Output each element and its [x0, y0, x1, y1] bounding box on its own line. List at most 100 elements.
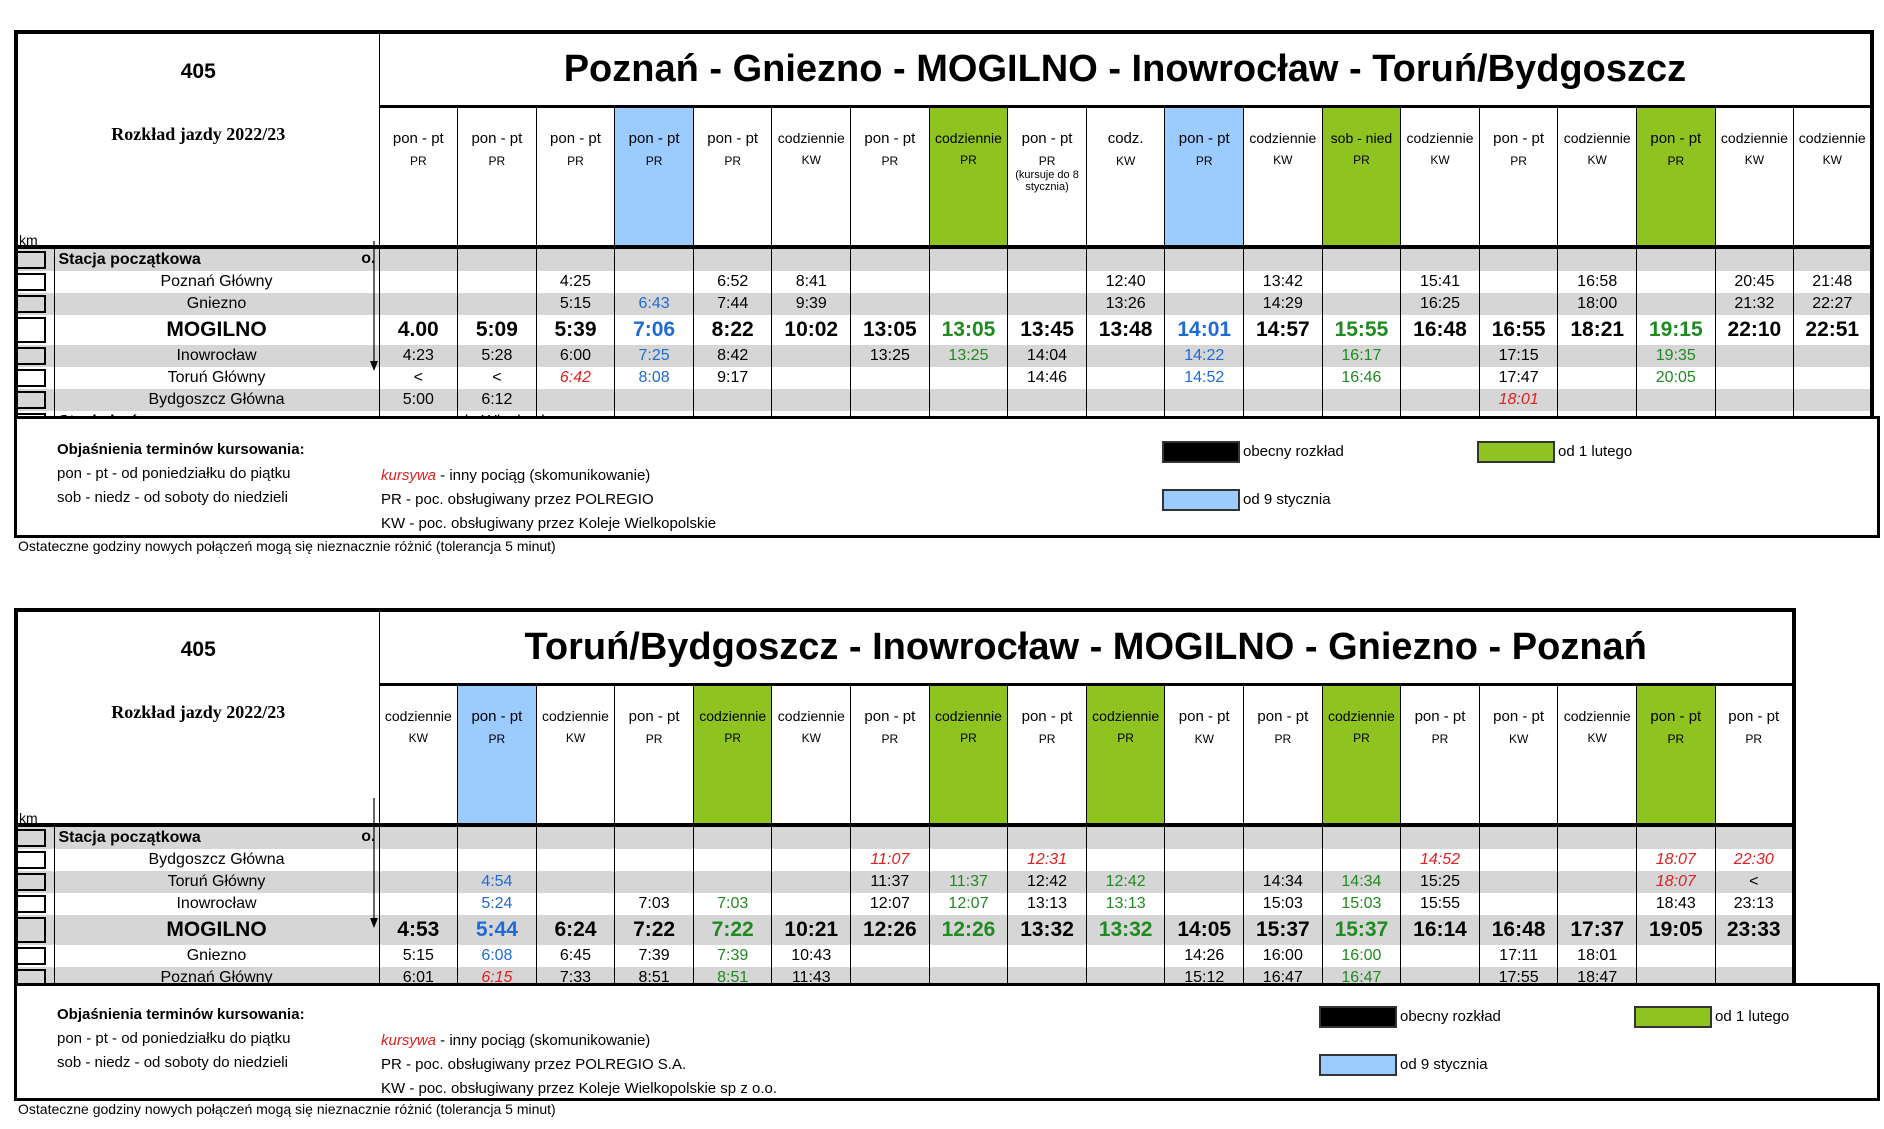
time-cell	[1557, 345, 1637, 367]
time-cell	[535, 825, 616, 849]
time-cell: 7:22	[614, 915, 694, 945]
time-cell	[1164, 893, 1245, 915]
km-cell	[16, 293, 55, 315]
time-cell: 13:32	[1085, 915, 1166, 945]
train-days: codziennie	[934, 130, 1002, 146]
train-days: codziennie	[777, 130, 845, 146]
header-label-cell: 405 Rozkład jazdy 2022/23 km	[16, 610, 380, 827]
time-cell	[378, 893, 459, 915]
station-row: Toruń Główny < <6:42 8:08 9:17 14:46 14:52 16:4…	[16, 367, 1873, 389]
time-cell	[378, 271, 459, 293]
time-cell: 6:42	[535, 367, 616, 389]
time-cell	[614, 247, 694, 271]
time-cell: 19:15	[1636, 315, 1716, 345]
time-cell	[1085, 345, 1166, 367]
train-operator: PR	[881, 154, 899, 168]
time-cell: 16:17	[1321, 345, 1402, 367]
km-cell	[16, 271, 55, 293]
train-column-header: pon - pt PR	[614, 684, 694, 827]
train-operator: KW	[1430, 152, 1450, 167]
station-name: Inowrocław	[53, 345, 380, 367]
time-cell	[928, 367, 1009, 389]
time-cell: 14:22	[1164, 345, 1245, 367]
time-cell: 14:04	[1007, 345, 1087, 367]
time-cell: 20:05	[1636, 367, 1716, 389]
station-row: MOGILNO 4:53 5:44 6:24 7:22 7:22 10:21 12:26 12:…	[16, 915, 1795, 945]
time-cell: 16:14	[1400, 915, 1480, 945]
swatch-jan	[1162, 489, 1240, 511]
time-cell	[1007, 825, 1087, 849]
time-cell	[1007, 293, 1087, 315]
legend-pr: PR - poc. obsługiwany przez POLREGIO	[381, 491, 654, 508]
train-column-header: pon - pt KW	[1478, 684, 1559, 827]
train-operator: KW	[1744, 152, 1765, 167]
time-cell: 5:44	[457, 915, 537, 945]
time-cell	[1478, 247, 1559, 271]
time-cell	[1164, 871, 1245, 893]
swatch-current	[1319, 1006, 1397, 1028]
train-days: pon - pt	[1021, 130, 1073, 147]
time-cell: 10:43	[771, 945, 852, 967]
time-cell: 12:07	[928, 893, 1009, 915]
train-operator: PR	[488, 154, 506, 168]
train-operator: PR	[409, 154, 427, 168]
time-cell: 17:37	[1557, 915, 1637, 945]
legend-kw: KW - poc. obsługiwany przez Koleje Wielk…	[381, 1080, 778, 1097]
legend-weekend: sob - niedz - od soboty do niedzieli	[57, 489, 288, 506]
train-operator: PR	[488, 732, 506, 746]
time-cell	[1636, 271, 1716, 293]
time-cell: 12:26	[850, 915, 930, 945]
train-column-header: sob - nied PR	[1321, 106, 1402, 249]
legend-panel: Objaśnienia terminów kursowania: pon - p…	[14, 983, 1880, 1101]
station-row: Toruń Główny 4:54 11:37 11:37 12:42 12:42 14:3…	[16, 871, 1795, 893]
time-cell: 15:25	[1400, 871, 1480, 893]
time-cell: 8:41	[771, 271, 852, 293]
time-cell	[928, 945, 1009, 967]
time-cell: 19:05	[1636, 915, 1716, 945]
time-cell	[1400, 389, 1480, 411]
legend-weekend: sob - niedz - od soboty do niedzieli	[57, 1054, 288, 1071]
time-cell: 15:37	[1243, 915, 1323, 945]
time-cell	[1164, 293, 1245, 315]
time-cell: 14:57	[1243, 315, 1323, 345]
time-cell: 14:34	[1243, 871, 1323, 893]
time-cell	[1636, 945, 1716, 967]
time-cell: 7:39	[614, 945, 694, 967]
time-cell	[1714, 367, 1795, 389]
time-cell: 18:43	[1636, 893, 1716, 915]
train-column-header: codziennie PR	[928, 684, 1009, 827]
station-name-text: Toruń Główny	[167, 873, 266, 890]
station-row: Inowrocław 4:23 5:28 6:00 7:25 8:42 13:25 13:25…	[16, 345, 1873, 367]
time-cell: 12:40	[1085, 271, 1166, 293]
time-cell: 12:26	[928, 915, 1009, 945]
time-cell: 12:42	[1007, 871, 1087, 893]
train-operator: PR	[1353, 152, 1370, 167]
time-cell: 16:00	[1243, 945, 1323, 967]
time-cell	[928, 271, 1009, 293]
train-operator: KW	[1194, 732, 1214, 746]
time-cell	[1557, 389, 1637, 411]
train-column-header: codziennie KW	[771, 684, 852, 827]
train-operator: PR	[960, 152, 977, 167]
time-cell	[692, 389, 773, 411]
train-note: (kursuje do 8 stycznia)	[1015, 169, 1079, 193]
station-name-text: Bydgoszcz Główna	[148, 851, 285, 868]
time-cell: 16:48	[1478, 915, 1559, 945]
train-column-header: pon - pt PR	[1478, 106, 1559, 249]
train-column-header: codziennie KW	[1400, 106, 1480, 249]
time-cell	[928, 293, 1009, 315]
time-cell: 14:52	[1400, 849, 1480, 871]
km-box	[18, 851, 46, 869]
time-cell: <	[457, 367, 537, 389]
time-cell	[1321, 849, 1402, 871]
time-cell: 19:35	[1636, 345, 1716, 367]
train-days: codziennie	[1249, 130, 1317, 146]
time-cell	[535, 849, 616, 871]
time-cell: 21:48	[1793, 271, 1873, 293]
legend-heading: Objaśnienia terminów kursowania:	[57, 1006, 305, 1023]
time-cell	[771, 367, 852, 389]
time-cell: 4:25	[535, 271, 616, 293]
legend-pr: PR - poc. obsługiwany przez POLREGIO S.A…	[381, 1056, 687, 1073]
time-cell	[1400, 825, 1480, 849]
time-cell: 7:39	[692, 945, 773, 967]
